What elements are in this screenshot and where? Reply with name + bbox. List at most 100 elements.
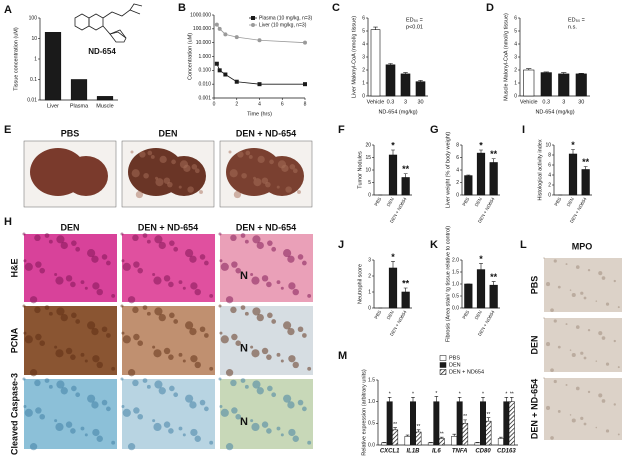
texture [553, 259, 557, 263]
texture [219, 405, 223, 409]
y-tick-label: 4 [514, 41, 517, 47]
texture [101, 254, 108, 260]
texture [182, 359, 186, 363]
molecule-structure [74, 3, 143, 43]
texture [250, 272, 254, 276]
marker [214, 22, 219, 27]
texture [29, 296, 38, 304]
y-axis-label: Tumor Nodules [357, 151, 363, 189]
x-tick-label: Liver [47, 103, 59, 109]
texture [601, 336, 606, 340]
texture [240, 233, 246, 238]
texture [189, 327, 197, 336]
y-tick-label: 1.000 [198, 54, 211, 60]
texture [617, 306, 620, 309]
texture [120, 304, 124, 308]
y-axis-label: Liver Malonyl-CoA (nmol/g tissue) [351, 16, 357, 98]
y-tick-label: 2 [548, 182, 551, 188]
y-tick-label: 0.0 [368, 442, 375, 448]
annotation: ED₅₀ = [568, 17, 585, 23]
texture [132, 234, 139, 242]
texture [194, 168, 200, 174]
significance: * [391, 252, 395, 262]
texture [583, 422, 587, 426]
texture [287, 401, 295, 409]
bar [388, 154, 398, 196]
texture [48, 384, 53, 389]
texture [244, 239, 249, 244]
y-axis-label: Relative expression (arbitrary units) [361, 369, 367, 456]
texture [163, 275, 171, 282]
texture [569, 414, 572, 416]
mpo-photo [544, 258, 622, 312]
bar [464, 175, 473, 196]
x-tick-label: 0 [213, 101, 216, 107]
y-tick-label: 0 [368, 192, 371, 198]
texture [280, 286, 284, 290]
texture [182, 433, 186, 437]
texture [169, 312, 175, 319]
texture [153, 349, 162, 358]
texture [240, 305, 246, 310]
texture [276, 280, 281, 285]
bar [451, 436, 458, 446]
texture [39, 340, 46, 346]
texture [91, 255, 99, 263]
texture [75, 392, 81, 398]
error-bar [571, 149, 575, 154]
texture [44, 233, 50, 238]
texture [580, 416, 584, 421]
texture [261, 347, 269, 355]
texture [292, 168, 298, 174]
x-axis-label: Time (hrs) [247, 111, 272, 117]
texture [595, 360, 598, 362]
marker [303, 82, 307, 87]
texture [171, 159, 176, 165]
legend-label: PBS [449, 355, 460, 361]
texture [613, 279, 616, 283]
texture [276, 352, 281, 357]
bar [464, 283, 473, 309]
x-tick-label: Plasma [70, 103, 89, 109]
texture [233, 190, 242, 199]
texture [248, 155, 253, 159]
texture [266, 281, 272, 288]
texture [48, 239, 53, 244]
bar [392, 429, 399, 446]
texture [557, 285, 561, 289]
significance: ** [416, 424, 420, 430]
panel-letter: K [430, 239, 438, 251]
texture [256, 313, 264, 322]
texture [173, 246, 179, 252]
x-tick-label: PBS [461, 197, 470, 207]
x-tick-label: DEN [474, 197, 483, 208]
marker [217, 26, 222, 31]
significance: ** [402, 164, 410, 174]
texture [287, 255, 295, 263]
texture [22, 304, 26, 308]
histology-photo [220, 234, 313, 302]
bar [427, 442, 434, 446]
texture [601, 276, 606, 280]
histology-photo [220, 379, 313, 449]
texture [266, 354, 272, 360]
texture [580, 291, 584, 295]
x-tick-label: PBS [461, 310, 470, 320]
y-tick-label: 8 [456, 142, 459, 148]
texture [39, 267, 46, 274]
texture [185, 321, 194, 330]
texture [218, 304, 222, 308]
x-tick-label: 2 [235, 101, 238, 107]
texture [288, 355, 296, 363]
significance: * [412, 392, 414, 398]
error-bar [457, 397, 462, 402]
error-bar [393, 427, 397, 430]
texture [189, 401, 197, 409]
texture [185, 394, 194, 403]
texture [71, 240, 77, 246]
panel-letter: M [338, 350, 347, 362]
texture [169, 240, 175, 246]
texture [137, 340, 144, 346]
texture [92, 428, 100, 437]
texture [277, 160, 287, 169]
